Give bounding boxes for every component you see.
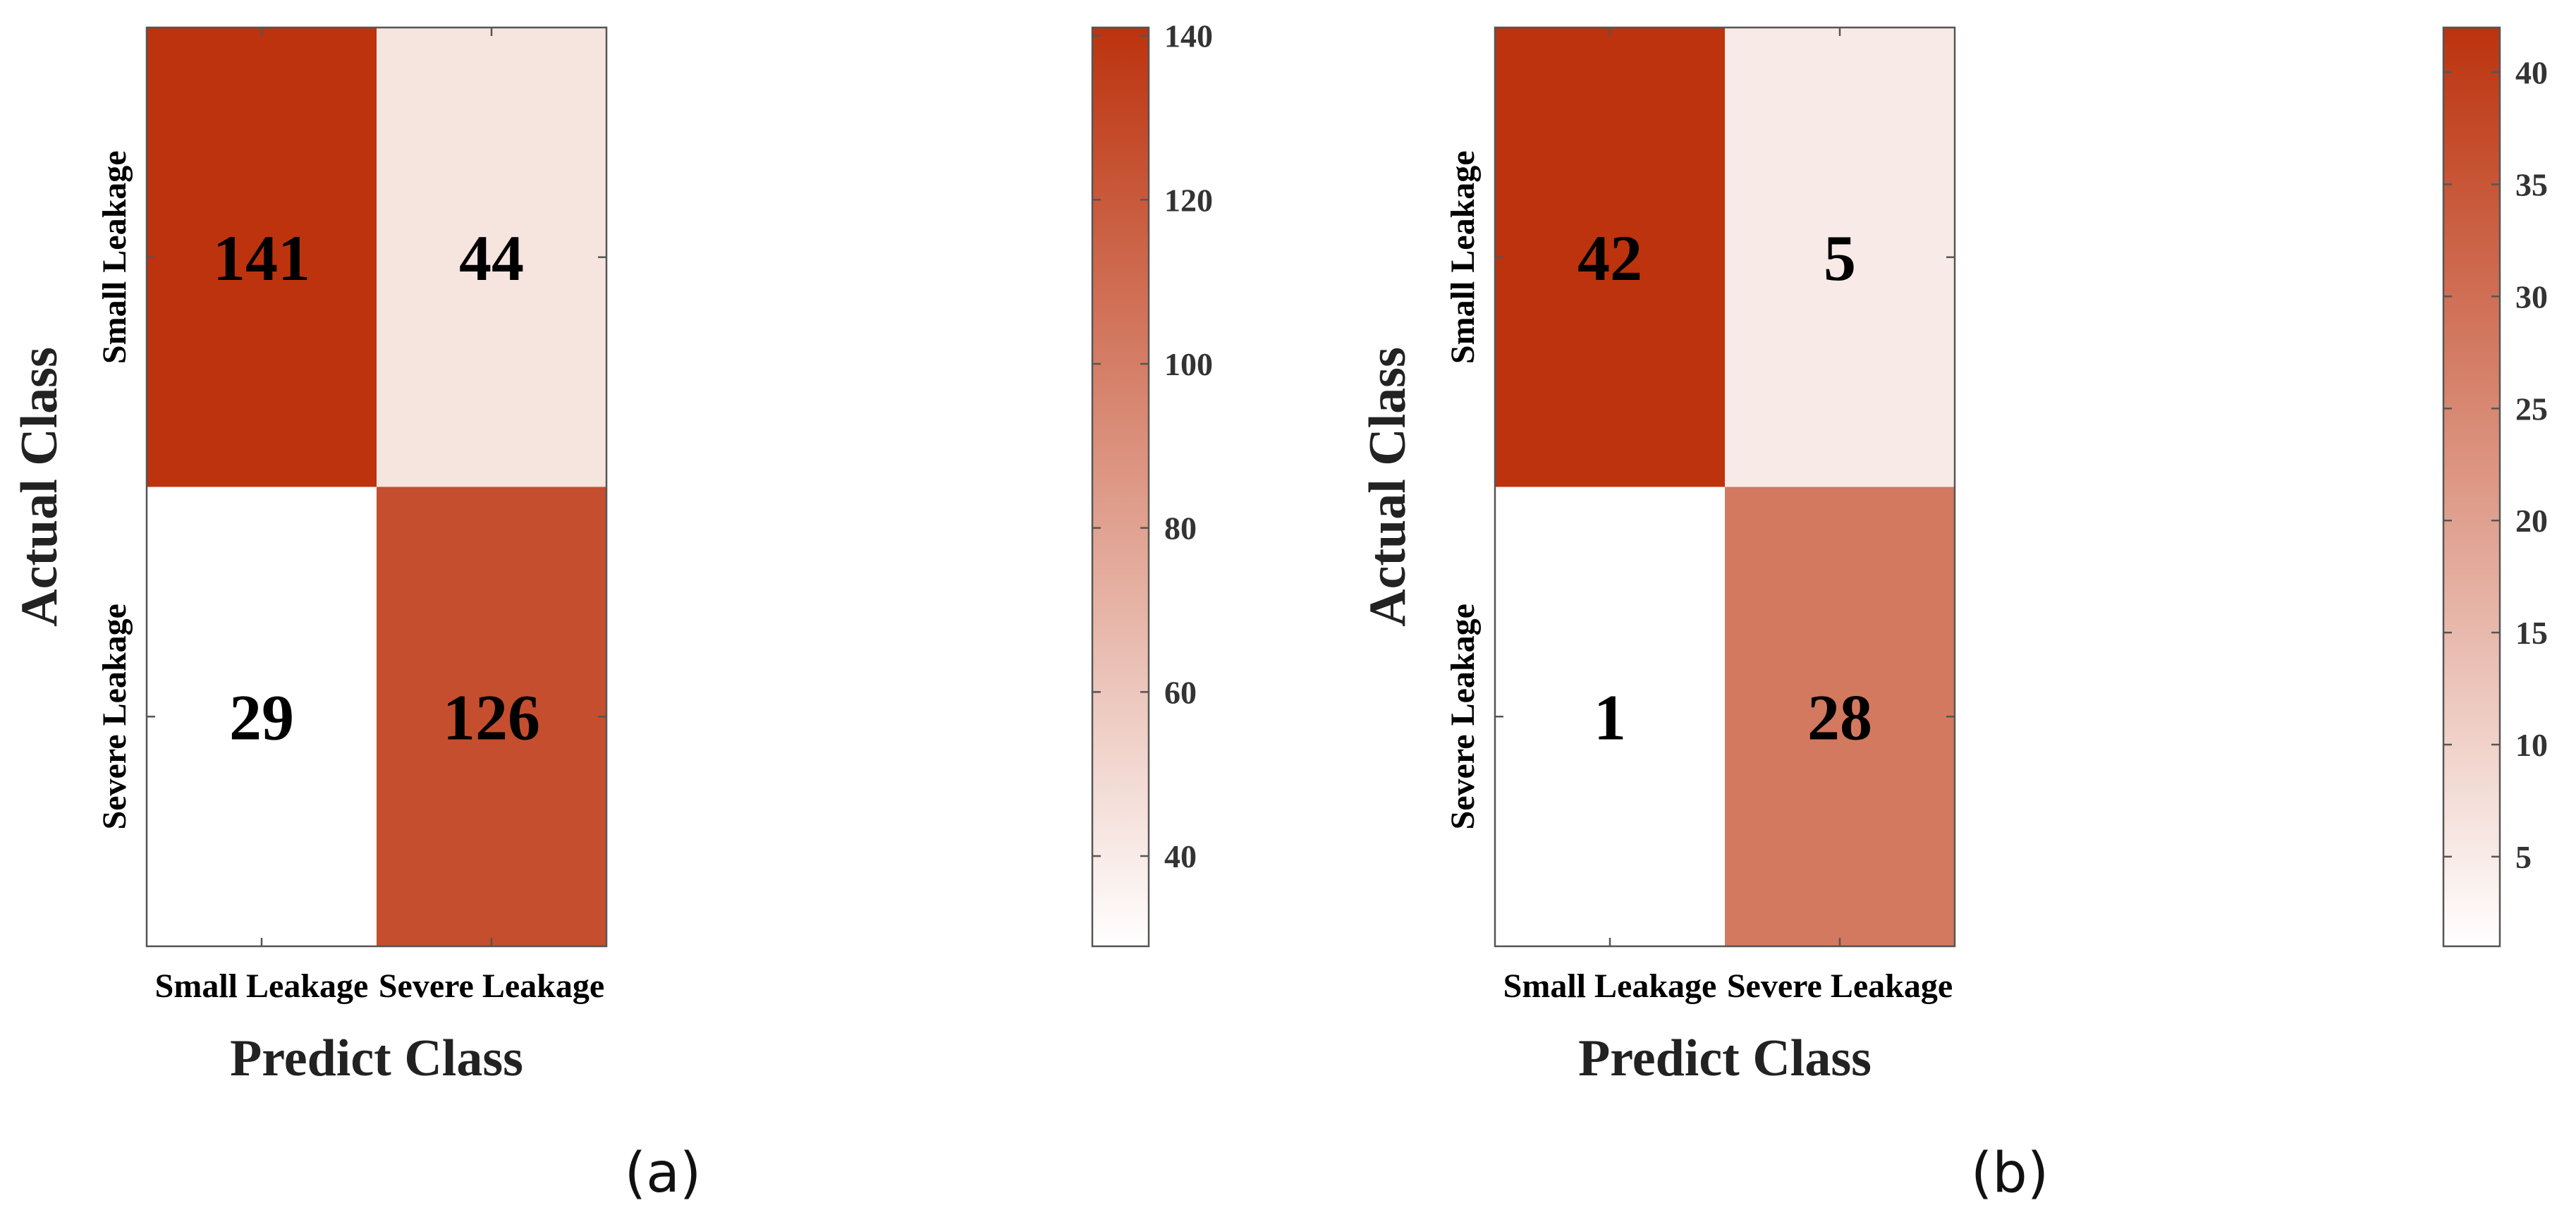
y-tick-label: Severe Leakage bbox=[96, 604, 133, 829]
colorbar bbox=[1091, 26, 1150, 948]
confusion-matrix-panel: 141 44 29 126 Small Leakage Small Leakage Seve… bbox=[11, 18, 1213, 1205]
panel-label: (a) bbox=[625, 1142, 702, 1205]
colorbar-tick-label: 80 bbox=[1164, 511, 1197, 546]
cell-value-label: 126 bbox=[443, 681, 540, 753]
colorbar bbox=[2442, 26, 2501, 948]
heatmap-cell bbox=[147, 28, 377, 487]
colorbar-tick-label: 40 bbox=[2515, 55, 2548, 91]
colorbar-tick-label: 40 bbox=[1164, 838, 1197, 874]
panel-label: (b) bbox=[1971, 1142, 2049, 1205]
cell-value-label: 5 bbox=[1824, 222, 1856, 294]
x-tick-label: Severe Leakage bbox=[379, 967, 604, 1005]
heatmap-cell bbox=[377, 487, 606, 946]
y-tick-label: Small Leakage bbox=[1444, 150, 1482, 364]
x-axis-title: Predict Class bbox=[1578, 1029, 1872, 1087]
colorbar-tick-label: 140 bbox=[1164, 18, 1213, 54]
colorbar-tick-label: 120 bbox=[1164, 182, 1213, 218]
x-tick-label: Small Leakage bbox=[155, 967, 369, 1005]
x-tick-label: Severe Leakage bbox=[1727, 967, 1953, 1005]
heatmap-cell bbox=[1495, 28, 1725, 487]
heatmap-cell bbox=[1725, 487, 1955, 946]
cell-value-label: 29 bbox=[229, 681, 294, 753]
colorbar-tick-label: 25 bbox=[2515, 391, 2548, 427]
x-axis-title: Predict Class bbox=[230, 1029, 523, 1087]
colorbar-tick-label: 30 bbox=[2515, 279, 2548, 314]
heatmap-cell bbox=[147, 487, 377, 946]
plot-frame bbox=[1494, 26, 1956, 948]
cell-value-label: 28 bbox=[1807, 681, 1872, 753]
y-tick-label: Small Leakage bbox=[96, 150, 133, 364]
y-axis-title: Actual Class bbox=[1359, 347, 1417, 627]
cell-value-label: 1 bbox=[1594, 681, 1626, 753]
heatmap-cell bbox=[377, 28, 606, 487]
y-axis-title: Actual Class bbox=[11, 347, 68, 627]
confusion-matrix-panel: 42 5 1 28 Small Leakage Small Leakage Severe L… bbox=[1359, 26, 2548, 1205]
colorbar-tick-label: 35 bbox=[2515, 166, 2548, 202]
cell-value-label: 44 bbox=[459, 222, 524, 294]
colorbar-tick-label: 15 bbox=[2515, 615, 2548, 651]
cell-value-label: 141 bbox=[213, 222, 310, 294]
heatmap-cell bbox=[1725, 28, 1955, 487]
colorbar-tick-label: 10 bbox=[2515, 727, 2548, 763]
y-tick-label: Severe Leakage bbox=[1444, 604, 1482, 829]
x-tick-label: Small Leakage bbox=[1503, 967, 1717, 1005]
colorbar-tick-label: 20 bbox=[2515, 503, 2548, 539]
colorbar-tick-label: 60 bbox=[1164, 674, 1197, 710]
colorbar-tick-label: 5 bbox=[2515, 839, 2532, 875]
colorbar-tick-label: 100 bbox=[1164, 346, 1213, 382]
cell-value-label: 42 bbox=[1577, 222, 1642, 294]
plot-frame bbox=[145, 26, 608, 948]
heatmap-cell bbox=[1495, 487, 1725, 946]
